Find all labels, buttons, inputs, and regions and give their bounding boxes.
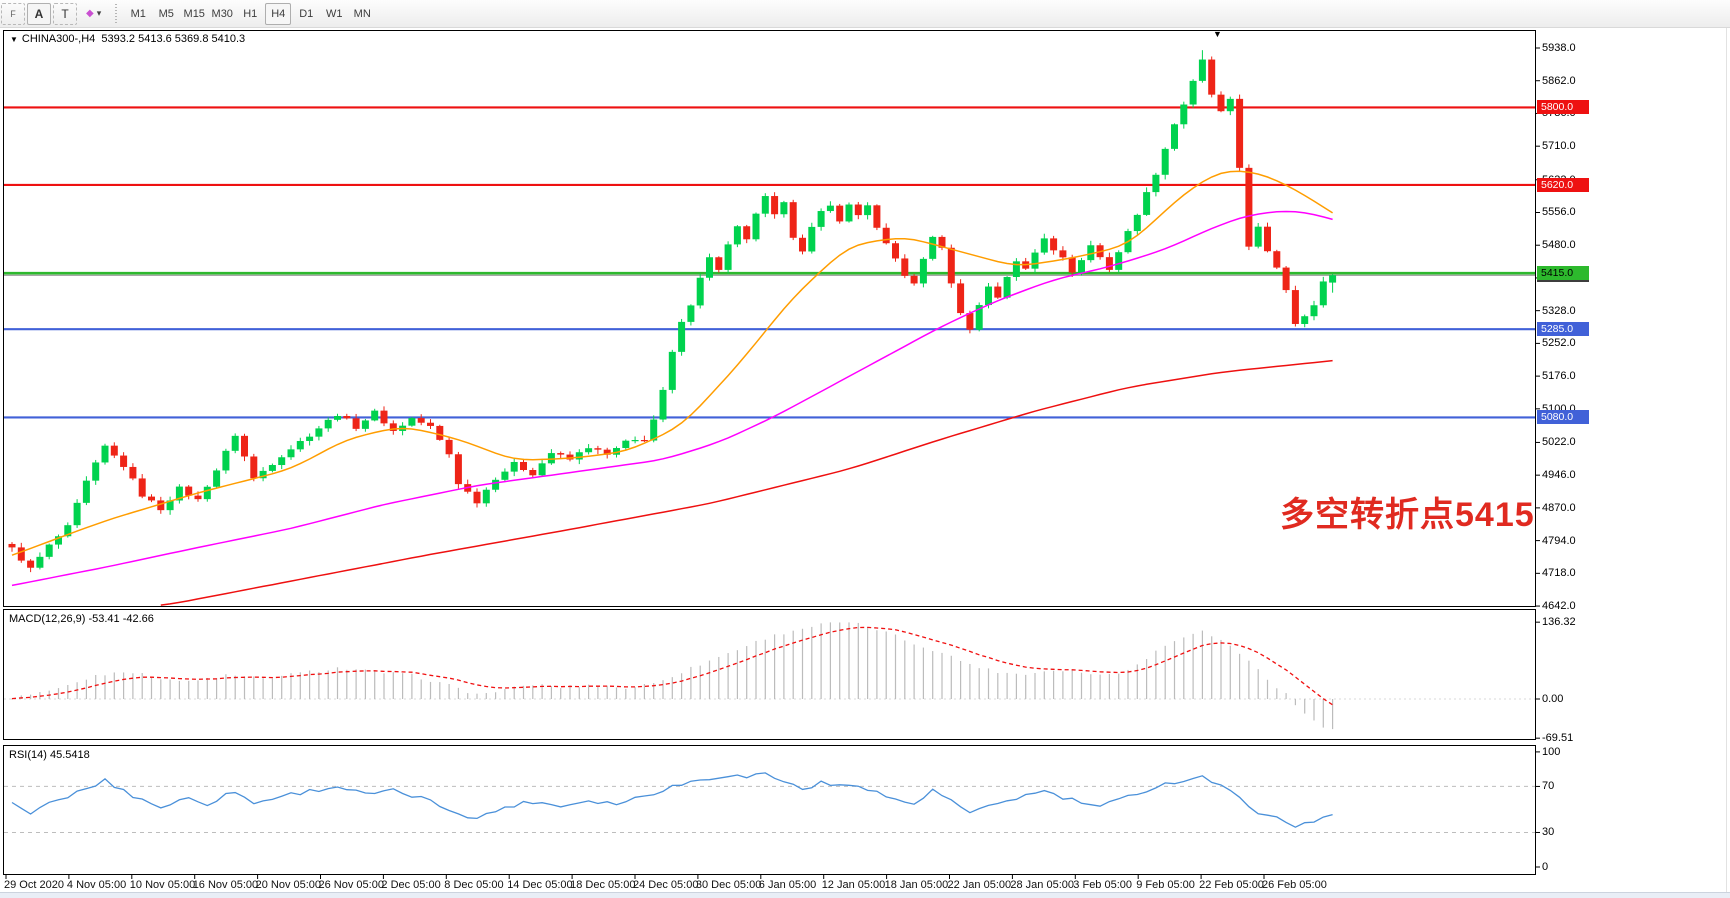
x-axis-label: 14 Dec 05:00 [507, 879, 573, 891]
right-edge-divider [1726, 28, 1727, 892]
text-label-tool-button[interactable]: T [53, 2, 77, 25]
x-axis-label: 30 Dec 05:00 [695, 879, 762, 891]
x-axis-label: 22 Jan 05:00 [947, 879, 1012, 891]
chart-dropdown-icon[interactable]: ▼ [10, 35, 18, 44]
level-badge-5620.0: 5620.0 [1537, 177, 1589, 192]
x-axis-label: 22 Feb 05:00 [1199, 879, 1264, 891]
rsi-axis-label: 70 [1542, 780, 1555, 793]
x-axis-label: 16 Nov 05:00 [192, 879, 259, 891]
price-axis-label: 5862.0 [1542, 74, 1576, 87]
text-tool-button[interactable]: A [27, 2, 51, 25]
rsi-axis-label: 0 [1542, 861, 1549, 873]
x-axis-label: 4 Nov 05:00 [66, 879, 127, 891]
price-axis-label: 4946.0 [1542, 469, 1576, 482]
price-axis-label: 5710.0 [1542, 140, 1576, 153]
x-axis-label: 6 Jan 05:00 [758, 879, 817, 891]
x-axis-label: 26 Nov 05:00 [318, 879, 384, 891]
rsi-axis-label: 30 [1542, 826, 1555, 839]
macd-axis-label: -69.51 [1542, 732, 1574, 745]
toolbar-grip[interactable] [115, 3, 121, 24]
price-axis-label: 5252.0 [1542, 337, 1576, 350]
price-axis-label: 5480.0 [1542, 239, 1576, 252]
rsi-axis-label: 100 [1542, 745, 1561, 758]
price-axis-label: 5328.0 [1542, 304, 1576, 317]
price-axis-label: 4794.0 [1542, 534, 1576, 547]
rsi-indicator-label: RSI(14) 45.5418 [9, 749, 90, 761]
x-axis-label: 28 Jan 05:00 [1010, 879, 1075, 891]
chart-shift-marker-icon[interactable]: ▼ [1213, 29, 1222, 39]
x-axis-label: 8 Dec 05:00 [444, 879, 504, 891]
price-axis-label: 4718.0 [1542, 567, 1576, 580]
timeframe-m5[interactable]: M5 [158, 7, 174, 20]
price-axis-label: 4642.0 [1542, 600, 1576, 613]
chevron-down-icon: ▾ [96, 8, 102, 18]
x-axis-label: 12 Jan 05:00 [821, 879, 886, 891]
timeframe-w1[interactable]: W1 [325, 7, 343, 20]
x-axis-label: 3 Feb 05:00 [1073, 879, 1133, 891]
level-badge-5080.0: 5080.0 [1537, 410, 1589, 425]
x-axis-label: 20 Nov 05:00 [255, 879, 322, 891]
chart-symbol: CHINA300-,H4 [21, 33, 96, 45]
chart-title: ▼ CHINA300-,H4 5393.2 5413.6 5369.8 5410.… [10, 33, 245, 45]
x-axis-label: 24 Dec 05:00 [633, 879, 699, 891]
status-strip [0, 892, 1730, 898]
price-axis-label: 5022.0 [1542, 436, 1576, 449]
level-badge-5800.0: 5800.0 [1537, 100, 1589, 115]
macd-panel[interactable] [3, 609, 1536, 740]
timeframe-h4[interactable]: H4 [265, 2, 292, 25]
frame-tool-icon[interactable]: F [1, 2, 25, 25]
timeframe-d1[interactable]: D1 [299, 7, 314, 20]
level-badge-5285.0: 5285.0 [1537, 322, 1589, 337]
rsi-panel[interactable] [3, 745, 1536, 875]
price-axis-label: 5938.0 [1542, 42, 1576, 54]
macd-axis-label: 136.32 [1542, 616, 1576, 629]
x-axis-label: 26 Feb 05:00 [1262, 879, 1327, 891]
chart-ohlc-values: 5393.2 5413.6 5369.8 5410.3 [101, 33, 246, 45]
timeframe-m15[interactable]: M15 [183, 7, 205, 20]
macd-indicator-label: MACD(12,26,9) -53.41 -42.66 [9, 613, 154, 625]
shapes-tool-button[interactable]: ◆ ▾ [79, 3, 108, 25]
price-axis-label: 5176.0 [1542, 370, 1576, 383]
timeframe-h1[interactable]: H1 [243, 7, 258, 20]
price-axis-label: 4870.0 [1542, 501, 1576, 514]
timeframe-m30[interactable]: M30 [211, 7, 233, 20]
x-axis-label: 18 Dec 05:00 [570, 879, 636, 891]
price-axis-label: 5556.0 [1542, 206, 1576, 219]
timeframe-mn[interactable]: MN [353, 7, 371, 20]
shapes-icon: ◆ [86, 8, 94, 19]
x-axis-label: 18 Jan 05:00 [884, 879, 949, 891]
macd-axis-label: 0.00 [1542, 693, 1564, 705]
timeframe-group: M1 M5 M15 M30 H1 H4 D1 W1 MN [124, 2, 376, 25]
timeframe-m1[interactable]: M1 [130, 7, 146, 20]
level-badge-5415.0: 5415.0 [1537, 266, 1589, 281]
toolbar: F A T ◆ ▾ M1 M5 M15 M30 H1 H4 D1 W1 MN [0, 0, 1730, 28]
x-axis-label: 29 Oct 2020 [4, 879, 64, 891]
x-axis-label: 10 Nov 05:00 [129, 879, 196, 891]
x-axis-label: 9 Feb 05:00 [1136, 879, 1195, 891]
x-axis-label: 2 Dec 05:00 [381, 879, 441, 891]
chart-annotation-text: 多空转折点5415 [1280, 496, 1535, 534]
